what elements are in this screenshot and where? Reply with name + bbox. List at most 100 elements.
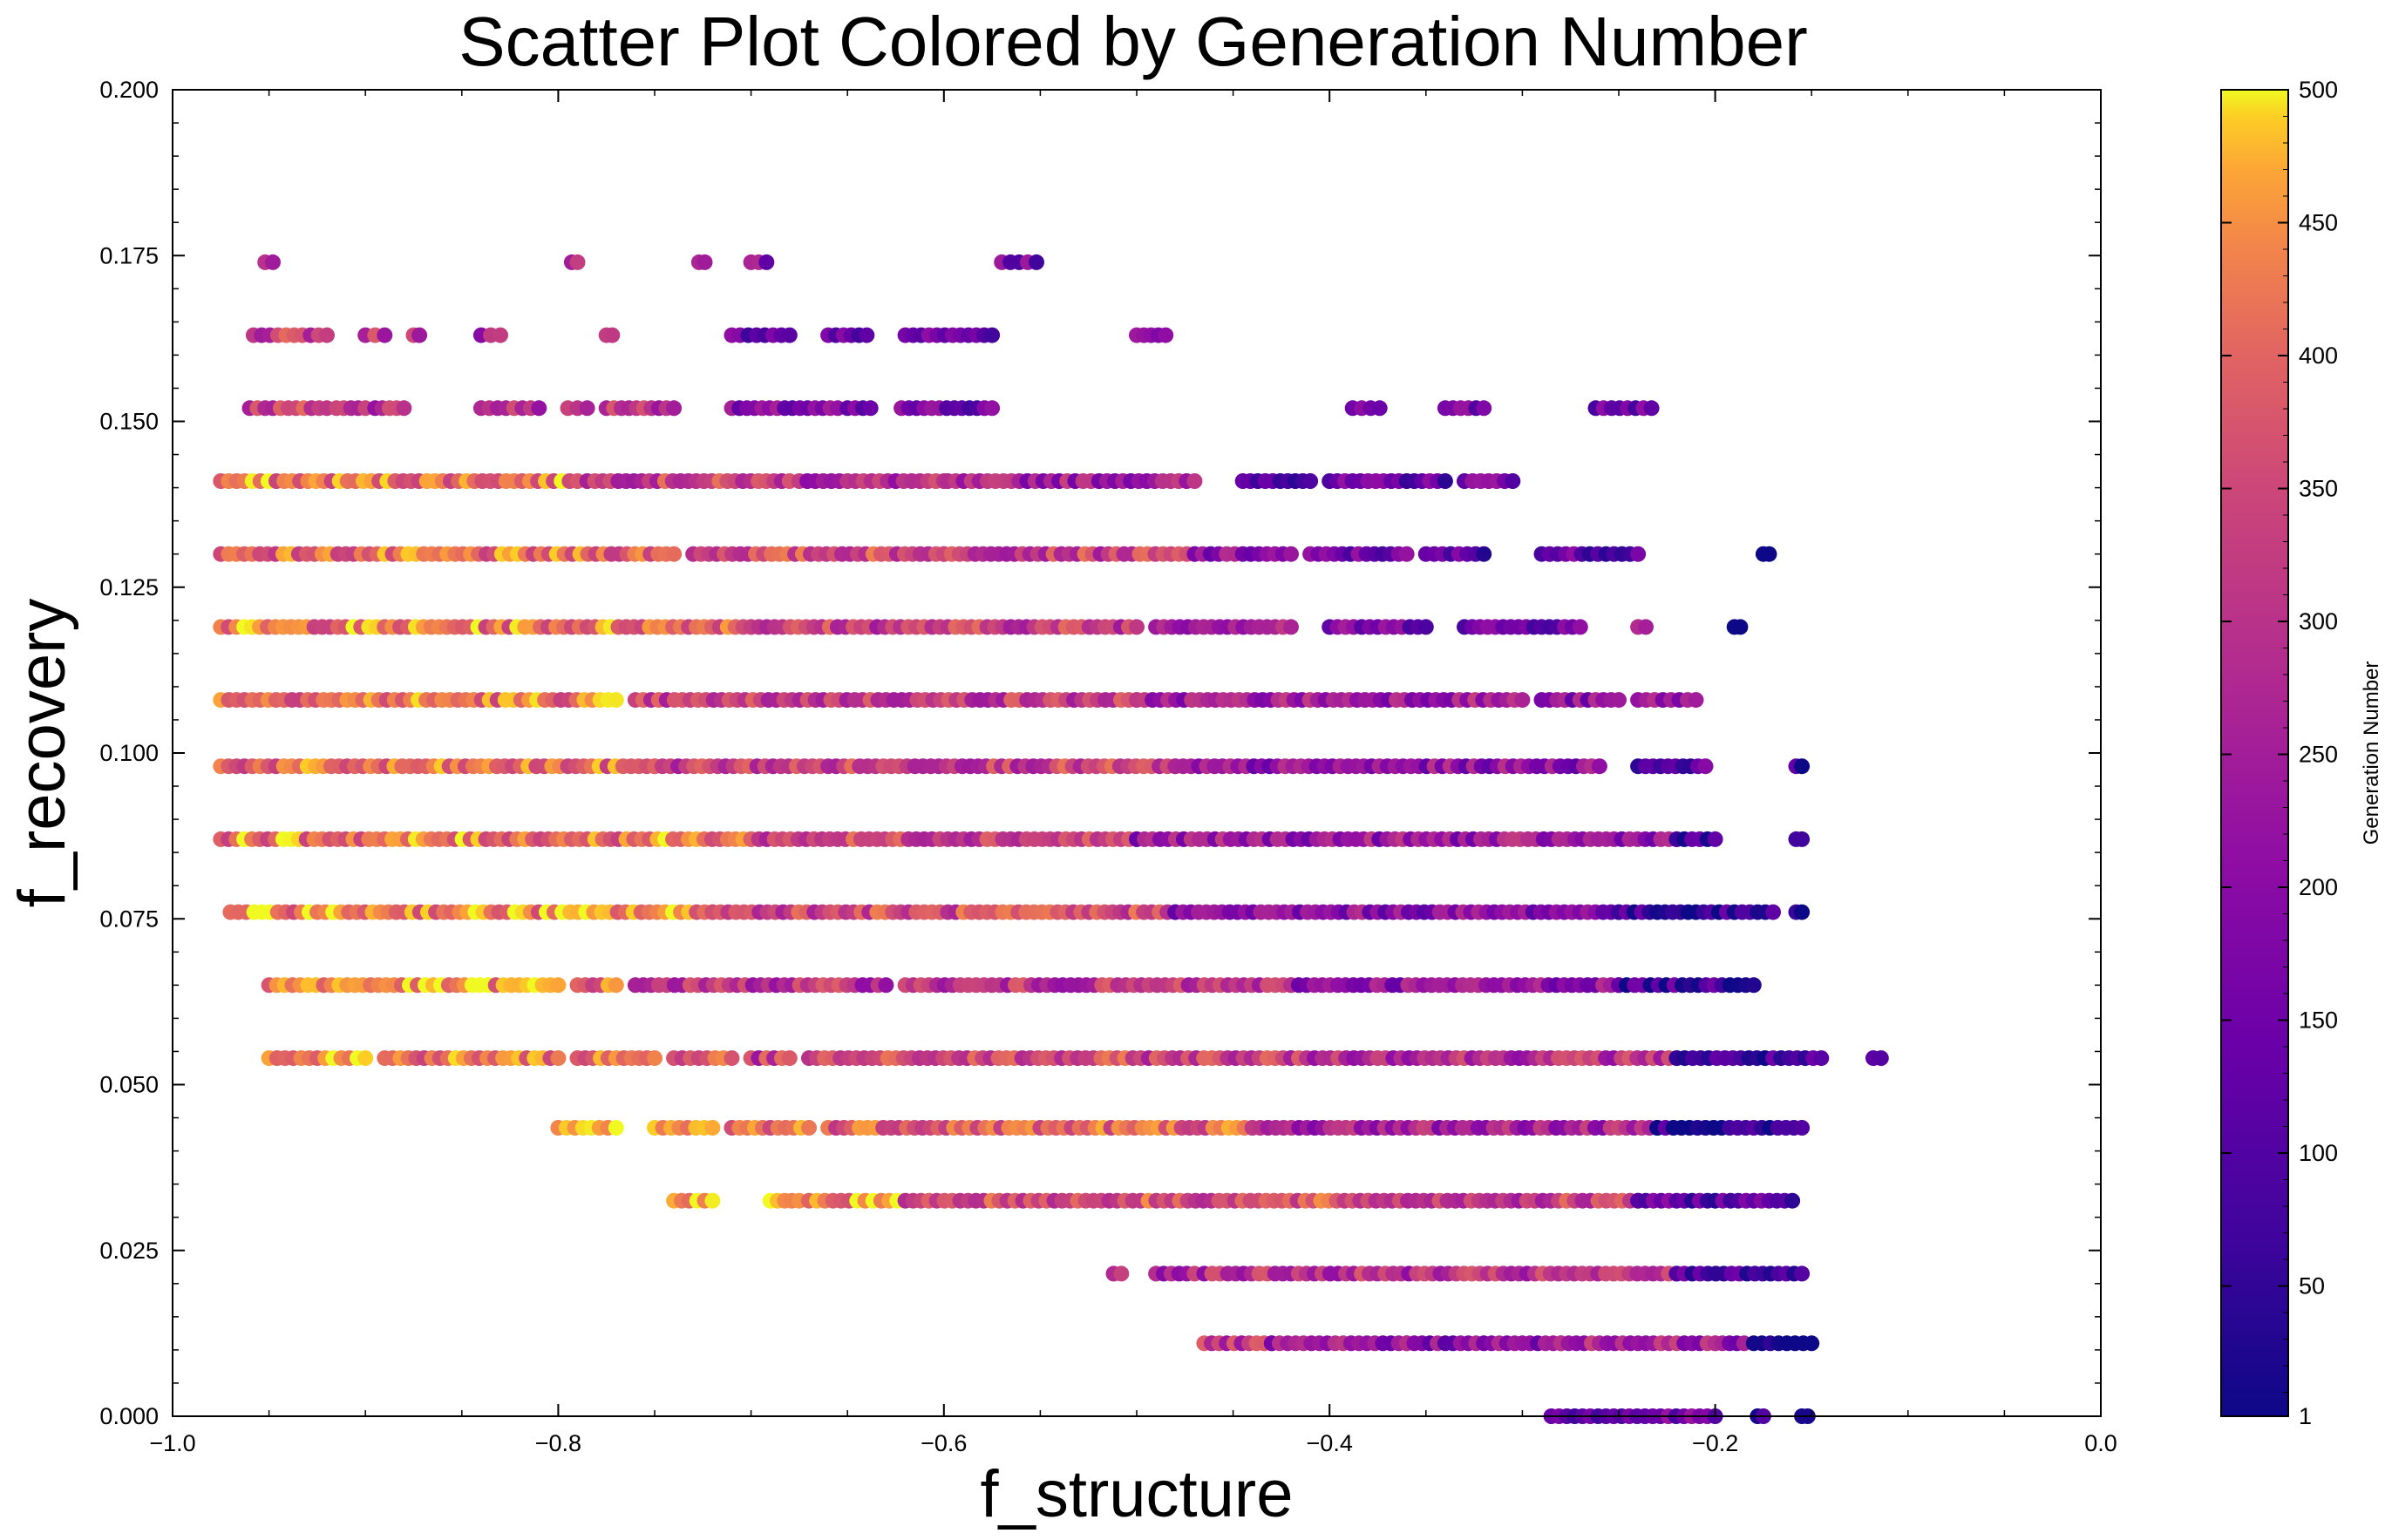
y-tick-label: 0.000 (99, 1403, 159, 1429)
scatter-point (859, 327, 875, 343)
scatter-point (647, 1050, 662, 1067)
scatter-point (1765, 904, 1781, 920)
scatter-point (1572, 619, 1588, 635)
scatter-point (1697, 758, 1714, 775)
colorbar-tick-label: 500 (2299, 77, 2338, 103)
scatter-point (666, 400, 683, 417)
scatter-point (1186, 473, 1203, 489)
scatter-point (984, 327, 1001, 343)
scatter-point (781, 327, 798, 343)
colorbar-tick-label: 400 (2299, 343, 2338, 369)
scatter-point (608, 1120, 624, 1136)
scatter-point (862, 400, 879, 417)
scatter-point (1794, 1120, 1811, 1136)
scatter-point (1129, 619, 1145, 635)
scatter-point (1643, 400, 1660, 417)
x-tick-label: −1.0 (149, 1430, 195, 1456)
scatter-point (1417, 619, 1434, 635)
scatter-point (579, 400, 595, 417)
colorbar-label: Generation Number (2360, 661, 2383, 845)
scatter-point (604, 327, 621, 343)
y-axis-label: f_recovery (5, 599, 79, 908)
scatter-point (1784, 1192, 1801, 1209)
scatter-point (569, 254, 586, 270)
x-tick-label: −0.8 (535, 1430, 581, 1456)
y-tick-label: 0.075 (99, 906, 159, 932)
scatter-point (265, 254, 281, 270)
scatter-point (704, 1192, 721, 1209)
scatter-point (696, 254, 713, 270)
y-tick-label: 0.025 (99, 1238, 159, 1264)
x-tick-label: 0.0 (2084, 1430, 2117, 1456)
scatter-point (411, 327, 428, 343)
y-tick-label: 0.125 (99, 574, 159, 600)
scatter-point (1283, 619, 1299, 635)
scatter-point (357, 1050, 374, 1067)
y-tick-label: 0.050 (99, 1072, 159, 1098)
scatter-point (1804, 1335, 1820, 1352)
x-axis: −1.0 −0.8 −0.6 −0.4 −0.2 0.0 (149, 90, 2117, 1456)
scatter-points (213, 254, 1889, 1424)
colorbar-tick-label: 350 (2299, 476, 2338, 502)
scatter-point (1029, 254, 1044, 270)
scatter-point (724, 1050, 740, 1067)
x-tick-label: −0.2 (1692, 1430, 1738, 1456)
scatter-point (1688, 692, 1704, 709)
scatter-point (1437, 473, 1453, 489)
y-tick-label: 0.175 (99, 242, 159, 268)
scatter-point (1794, 831, 1811, 847)
scatter-point (1794, 904, 1811, 920)
scatter-point (1476, 400, 1492, 417)
x-tick-label: −0.4 (1307, 1430, 1353, 1456)
scatter-point (1514, 692, 1531, 709)
scatter-point (396, 400, 412, 417)
scatter-point (666, 546, 683, 562)
scatter-point (1591, 758, 1607, 775)
scatter-point (1398, 546, 1415, 562)
x-axis-label: f_structure (980, 1457, 1293, 1531)
scatter-point (1630, 546, 1647, 562)
scatter-point (531, 400, 547, 417)
colorbar-tick-label: 100 (2299, 1140, 2338, 1166)
scatter-point (1794, 758, 1811, 775)
chart-title: Scatter Plot Colored by Generation Numbe… (459, 3, 1807, 80)
scatter-point (1611, 692, 1627, 709)
scatter-point (1707, 831, 1723, 847)
scatter-point (1476, 546, 1492, 562)
scatter-point (493, 327, 508, 343)
scatter-point (1302, 473, 1319, 489)
scatter-point (1813, 1050, 1830, 1067)
scatter-point (550, 1050, 567, 1067)
colorbar-tick-label: 250 (2299, 742, 2338, 768)
scatter-point (608, 977, 624, 994)
scatter-point (1745, 977, 1762, 994)
scatter-point (1872, 1050, 1889, 1067)
colorbar-tick-label: 200 (2299, 874, 2338, 900)
colorbar-tick-label: 450 (2299, 210, 2338, 236)
scatter-point (377, 327, 393, 343)
scatter-point (1732, 619, 1749, 635)
scatter-point (781, 1050, 798, 1067)
scatter-point (1371, 400, 1388, 417)
scatter-point (1283, 546, 1299, 562)
colorbar-tick-label: 150 (2299, 1007, 2338, 1034)
plot-frame (172, 89, 2102, 1417)
colorbar-tick-label: 300 (2299, 608, 2338, 634)
scatter-point (550, 977, 567, 994)
scatter-point (1638, 619, 1654, 635)
scatter-point (984, 400, 1001, 417)
scatter-point (608, 692, 624, 709)
scatter-point (1761, 546, 1777, 562)
y-tick-label: 0.100 (99, 740, 159, 766)
y-axis: 0.000 0.025 0.050 0.075 0.100 0.125 0.150 0.175… (99, 77, 2101, 1429)
colorbar (2220, 89, 2289, 1417)
scatter-point (878, 977, 894, 994)
colorbar-tick-label: 1 (2299, 1403, 2312, 1429)
scatter-point (801, 1120, 817, 1136)
scatter-point (758, 254, 775, 270)
scatter-point (1505, 473, 1521, 489)
y-tick-label: 0.200 (99, 77, 159, 103)
x-tick-label: −0.6 (921, 1430, 967, 1456)
